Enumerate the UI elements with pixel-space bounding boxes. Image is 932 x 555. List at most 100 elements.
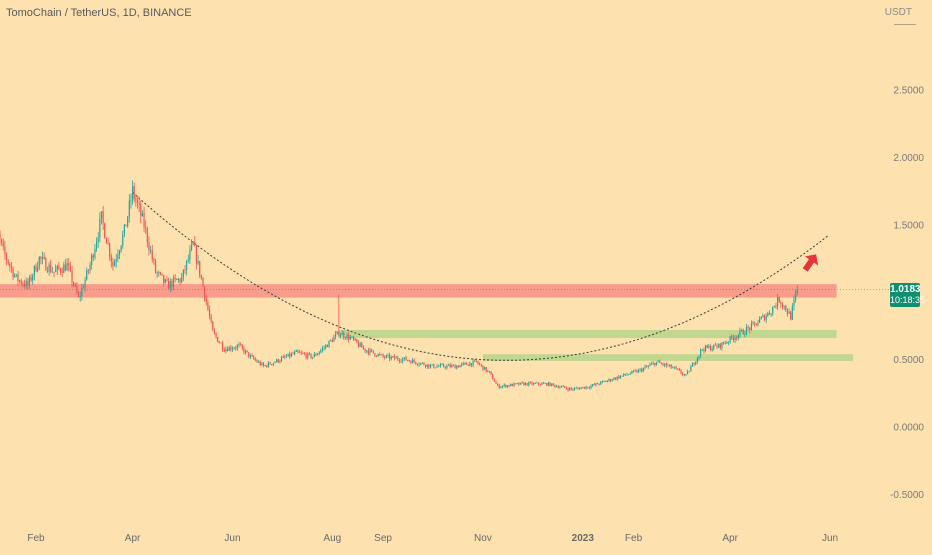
candle: [585, 385, 587, 390]
candle: [770, 313, 772, 317]
candle: [249, 353, 252, 360]
candle-body: [86, 269, 88, 280]
candle-body: [163, 275, 165, 283]
candle-body: [505, 384, 507, 388]
candle-body: [781, 304, 784, 307]
candle-body: [226, 349, 229, 351]
candle-body: [158, 272, 160, 274]
candle: [719, 343, 721, 350]
candle-body: [320, 350, 322, 353]
candle: [439, 363, 441, 368]
candle-body: [511, 384, 513, 387]
candle-body: [495, 381, 497, 384]
candle: [562, 385, 564, 387]
candle: [783, 305, 785, 311]
candle: [647, 365, 649, 369]
candle-body: [420, 363, 422, 365]
candle: [15, 274, 17, 278]
candle-body: [749, 327, 751, 330]
candle: [668, 364, 671, 368]
candle: [279, 359, 281, 364]
candle-body: [763, 315, 766, 321]
candle: [294, 350, 296, 356]
candle-body: [212, 321, 214, 331]
candle-body: [680, 370, 682, 374]
candle-body: [82, 287, 85, 289]
candle: [642, 367, 644, 373]
candle: [739, 327, 741, 338]
candle-body: [639, 369, 641, 371]
candle: [639, 368, 641, 372]
support-zone-2: [482, 354, 853, 361]
candle-body: [472, 360, 474, 366]
candle: [385, 354, 387, 359]
candle: [595, 383, 597, 387]
candle-body: [423, 362, 425, 366]
candle: [714, 342, 717, 346]
candle: [210, 313, 212, 324]
candle-body: [392, 356, 394, 357]
candle-body: [580, 387, 582, 390]
candle: [290, 352, 292, 358]
candle: [172, 274, 175, 291]
candle: [127, 215, 129, 228]
candle: [397, 355, 399, 362]
candle-body: [577, 387, 579, 389]
candle-body: [205, 298, 207, 303]
candle: [760, 316, 762, 320]
candle-body: [297, 350, 299, 353]
candle-body: [755, 323, 757, 326]
candle-body: [428, 364, 430, 368]
candle: [151, 244, 153, 263]
candle: [722, 341, 725, 345]
candle: [678, 367, 680, 371]
candle: [469, 361, 471, 367]
candle: [61, 267, 63, 277]
candle-body: [583, 387, 586, 389]
candle: [775, 302, 777, 309]
candle-body: [40, 256, 42, 259]
candle-body: [425, 365, 427, 367]
candle-body: [541, 383, 543, 385]
candle-body: [701, 349, 703, 351]
candle: [217, 336, 219, 343]
candle: [254, 357, 256, 362]
candle: [567, 387, 569, 392]
candle: [493, 378, 495, 382]
candle-body: [790, 311, 792, 320]
candle: [390, 355, 392, 361]
candle-body: [241, 344, 243, 349]
candle: [649, 362, 651, 367]
candle: [777, 293, 779, 310]
candle-body: [605, 381, 607, 382]
candle-body: [524, 383, 527, 386]
candle: [192, 241, 194, 246]
candle-body: [372, 350, 374, 354]
candle-body: [588, 387, 590, 389]
candle: [745, 323, 748, 336]
candle-body: [112, 261, 114, 267]
candle-body: [177, 279, 180, 280]
candle: [387, 353, 389, 358]
candle: [790, 310, 792, 321]
candle: [569, 387, 571, 392]
candle: [143, 206, 145, 233]
candle: [14, 272, 16, 278]
candle: [300, 350, 302, 356]
candle-body: [382, 354, 384, 357]
candle: [112, 257, 114, 271]
candle-body: [37, 267, 39, 272]
candle: [421, 362, 423, 365]
x-tick-label: Nov: [474, 533, 492, 544]
candle-body: [407, 360, 409, 362]
candle: [2, 238, 4, 251]
candle-body: [760, 316, 762, 319]
candle: [557, 384, 559, 389]
currency-label[interactable]: USDT: [884, 7, 912, 18]
candle-body: [59, 268, 62, 272]
candle: [700, 347, 702, 359]
candle: [665, 362, 667, 368]
candle-body: [582, 387, 584, 388]
